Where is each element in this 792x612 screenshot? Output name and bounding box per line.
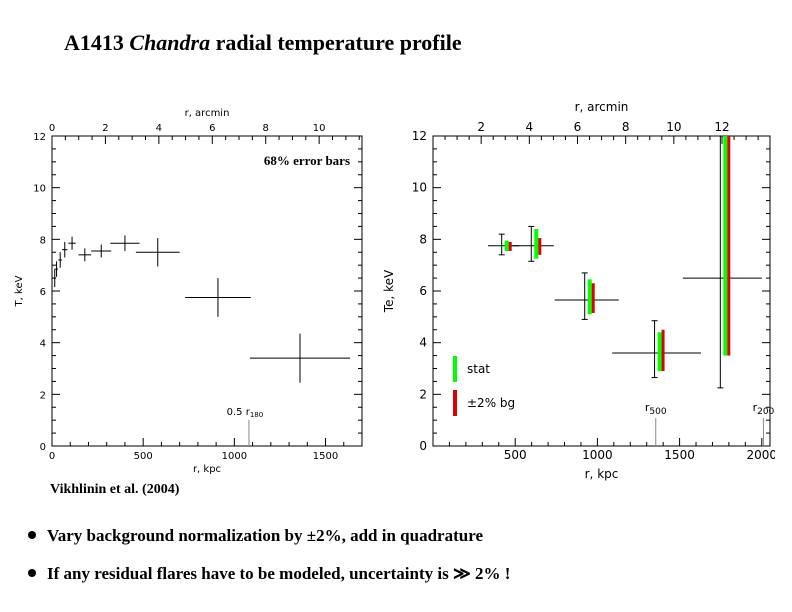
- bg-error-bar: [538, 238, 542, 255]
- top-axis-label: r, arcmin: [575, 100, 629, 114]
- top-tick-label: 2: [477, 120, 485, 134]
- r200-marker-label: r200: [753, 401, 775, 417]
- bg-error-bar: [508, 241, 512, 251]
- title-suffix: radial temperature profile: [215, 30, 462, 55]
- r500-subscript: 500: [649, 407, 666, 417]
- stat-error-bar: [723, 136, 728, 356]
- y-tick-label: 4: [40, 339, 46, 350]
- top-tick-label: 0: [49, 123, 55, 134]
- bg-error-bar: [727, 136, 731, 356]
- y-tick-label: 0: [419, 439, 427, 453]
- top-axis-label: r, arcmin: [185, 108, 230, 119]
- r180-subscript: 180: [250, 411, 263, 419]
- title-prefix: A1413: [64, 30, 124, 55]
- r180-marker-label: 0.5 r180: [227, 407, 264, 419]
- x-tick-label: 500: [504, 448, 527, 462]
- top-tick-label: 6: [574, 120, 582, 134]
- x-axis-label: r, kpc: [193, 464, 221, 475]
- top-tick-label: 8: [622, 120, 630, 134]
- y-tick-label: 4: [419, 336, 427, 350]
- stat-error-bar: [504, 240, 509, 251]
- stat-error-bar: [657, 332, 662, 372]
- legend-label: stat: [467, 362, 490, 376]
- bullet-text: If any residual flares have to be modele…: [47, 564, 511, 583]
- bg-error-bar: [661, 329, 665, 372]
- top-tick-label: 10: [313, 123, 326, 134]
- x-tick-label: 1500: [664, 448, 695, 462]
- top-tick-label: 2: [102, 123, 108, 134]
- top-tick-label: 10: [666, 120, 681, 134]
- slide-title: A1413 Chandra radial temperature profile: [64, 30, 462, 56]
- r500-marker-label: r500: [645, 401, 667, 417]
- stat-error-bar: [534, 229, 539, 259]
- bullet-dot: [28, 531, 36, 540]
- plot-frame: [51, 135, 363, 447]
- legend-swatch: [453, 356, 457, 382]
- x-tick-label: 1500: [313, 451, 338, 462]
- y-tick-label: 12: [33, 132, 46, 143]
- y-tick-label: 10: [412, 181, 427, 195]
- top-tick-label: 4: [526, 120, 534, 134]
- y-tick-label: 12: [412, 129, 427, 143]
- bg-error-bar: [591, 283, 595, 313]
- legend-swatch: [453, 390, 457, 416]
- y-axis-label: Te, keV: [382, 269, 396, 313]
- stat-error-bar: [587, 279, 592, 315]
- top-tick-label: 12: [714, 120, 729, 134]
- x-axis-label: r, kpc: [585, 467, 619, 481]
- bullet-background-normalization: Vary background normalization by ±2%, ad…: [28, 526, 483, 546]
- error-bars-note: 68% error bars: [264, 153, 350, 168]
- x-tick-label: 500: [134, 451, 153, 462]
- right-temperature-chart: 500 1000 1500 2000 0 2 4 6 8 10 12 2 4 6 8 10 12 Te, keV r…: [382, 100, 775, 481]
- y-tick-label: 10: [33, 184, 46, 195]
- title-italic: Chandra: [129, 30, 211, 55]
- bullet-dot: [28, 569, 36, 578]
- r200-subscript: 200: [757, 407, 774, 417]
- y-tick-label: 0: [40, 442, 46, 453]
- y-tick-label: 2: [419, 387, 427, 401]
- top-tick-label: 8: [263, 123, 269, 134]
- x-tick-label: 2000: [747, 448, 775, 462]
- top-tick-label: 4: [156, 123, 162, 134]
- y-tick-label: 8: [419, 232, 427, 246]
- y-tick-label: 2: [40, 390, 46, 401]
- legend-label: ±2% bg: [467, 396, 515, 410]
- citation: Vikhlinin et al. (2004): [50, 482, 180, 497]
- bullet-residual-flares: If any residual flares have to be modele…: [28, 564, 510, 584]
- top-tick-label: 6: [209, 123, 215, 134]
- y-tick-label: 8: [40, 235, 46, 246]
- x-tick-label: 1000: [582, 448, 613, 462]
- x-tick-label: 0: [49, 451, 55, 462]
- y-tick-label: 6: [419, 284, 427, 298]
- bullet-text: Vary background normalization by ±2%, ad…: [47, 526, 483, 545]
- x-tick-label: 1000: [222, 451, 247, 462]
- y-axis-label: T, keV: [14, 275, 25, 307]
- y-tick-label: 6: [40, 287, 46, 298]
